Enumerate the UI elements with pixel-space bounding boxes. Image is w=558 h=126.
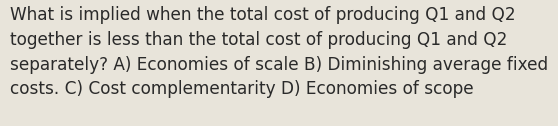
Text: What is implied when the total cost of producing Q1 and Q2
together is less than: What is implied when the total cost of p… <box>10 6 548 98</box>
